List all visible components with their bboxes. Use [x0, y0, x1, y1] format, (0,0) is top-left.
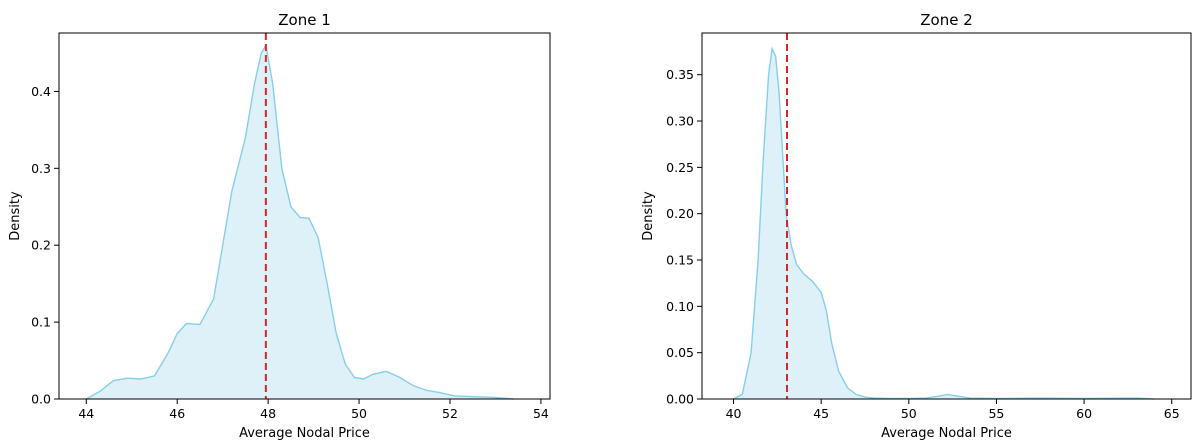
subplot-1: 44 46 48 50 52 54 0.0 0.1 0.2 0.3 0.4 Zone 1 Average…	[8, 11, 551, 441]
y-tick-label: 0.30	[666, 114, 694, 129]
y-tick-label: 0.1	[31, 315, 51, 330]
axes-frame	[58, 32, 551, 400]
density-fill	[86, 45, 514, 400]
y-tick-label: 0.25	[666, 160, 694, 175]
y-tick-label: 0.10	[666, 299, 694, 314]
x-tick-label: 52	[442, 406, 458, 421]
y-tick-label: 0.20	[666, 206, 694, 221]
x-tick-label: 48	[260, 406, 276, 421]
x-tick-label: 50	[901, 406, 917, 421]
x-tick-label: 55	[988, 406, 1004, 421]
y-tick-label: 0.0	[31, 392, 51, 407]
y-tick-label: 0.2	[31, 238, 51, 253]
x-tick-label: 46	[169, 406, 185, 421]
x-tick-label: 44	[78, 406, 94, 421]
y-tick-label: 0.15	[666, 253, 694, 268]
density-line	[85, 43, 514, 400]
chart-title: Zone 2	[920, 11, 973, 29]
subplot-2: 40 45 50 55 60 65 0.00 0.05 0.10 0.15 0.20 0.25 0.30…	[641, 11, 1192, 441]
density-fill	[733, 48, 1155, 400]
y-tick-label: 0.4	[31, 84, 51, 99]
x-axis-label: Average Nodal Price	[881, 426, 1012, 441]
y-tick-label: 0.00	[666, 392, 694, 407]
x-tick-label: 65	[1164, 406, 1180, 421]
x-tick-label: 60	[1076, 406, 1092, 421]
density-line	[733, 46, 1155, 400]
y-axis-label: Density	[641, 191, 656, 241]
x-tick-label: 40	[726, 406, 742, 421]
x-tick-label: 54	[533, 406, 549, 421]
chart-title: Zone 1	[278, 11, 331, 29]
y-axis-label: Density	[8, 191, 23, 241]
axes-frame	[701, 32, 1192, 400]
x-tick-label: 50	[351, 406, 367, 421]
y-tick-label: 0.05	[666, 345, 694, 360]
x-axis-label: Average Nodal Price	[239, 426, 370, 441]
y-tick-label: 0.3	[31, 161, 51, 176]
y-tick-label: 0.35	[666, 67, 694, 82]
x-tick-label: 45	[813, 406, 829, 421]
